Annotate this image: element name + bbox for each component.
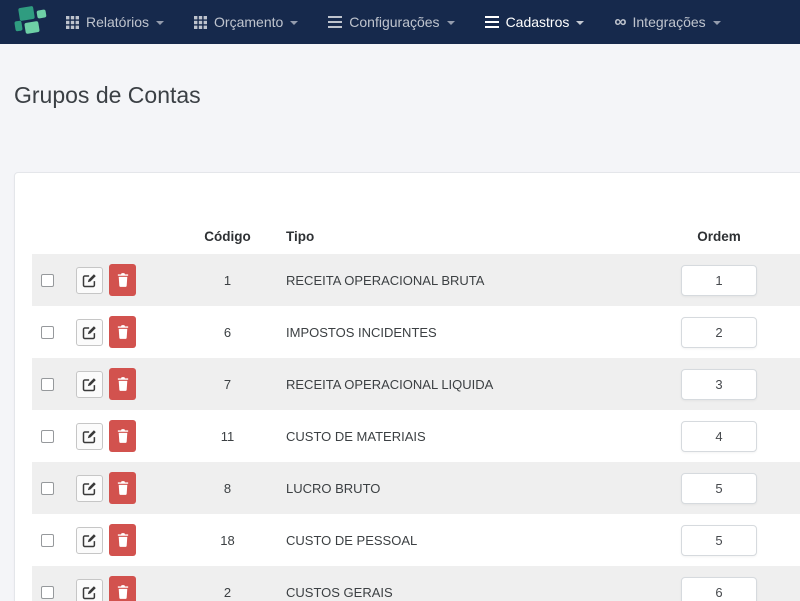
tipo-cell: LUCRO BRUTO	[286, 480, 381, 496]
trash-icon	[117, 481, 129, 495]
caret-down-icon	[290, 21, 299, 25]
edit-button[interactable]	[76, 422, 103, 450]
codigo-cell: 1	[223, 272, 232, 288]
ordem-input[interactable]	[681, 576, 757, 601]
tipo-cell: RECEITA OPERACIONAL BRUTA	[286, 272, 485, 288]
trash-icon	[117, 325, 129, 339]
caret-down-icon	[446, 21, 455, 25]
codigo-cell: 8	[223, 480, 232, 496]
app-logo[interactable]	[14, 4, 50, 40]
nav-item-integracoes[interactable]: ∞ Integrações	[614, 12, 721, 31]
row-checkbox[interactable]	[41, 377, 54, 391]
ordem-input[interactable]	[681, 264, 757, 296]
column-header-codigo: Código	[204, 229, 251, 244]
delete-button[interactable]	[109, 576, 136, 601]
caret-down-icon	[576, 21, 585, 25]
edit-pencil-square-icon	[82, 325, 97, 340]
nav-item-label: Integrações	[632, 14, 706, 30]
codigo-cell: 6	[223, 324, 232, 340]
ordem-input[interactable]	[681, 316, 757, 348]
menu-icon	[484, 16, 499, 28]
grid-icon	[66, 15, 79, 29]
column-header-ordem: Ordem	[697, 229, 741, 244]
edit-pencil-square-icon	[82, 429, 97, 444]
delete-button[interactable]	[109, 368, 136, 400]
ordem-input[interactable]	[681, 368, 757, 400]
nav-item-cadastros[interactable]: Cadastros	[484, 14, 585, 30]
row-checkbox[interactable]	[41, 585, 54, 599]
table-body: 1 RECEITA OPERACIONAL BRUTA	[32, 254, 800, 601]
edit-button[interactable]	[76, 370, 103, 398]
table-row: 18 CUSTO DE PESSOAL	[32, 514, 800, 566]
delete-button[interactable]	[109, 316, 136, 348]
page-title: Grupos de Contas	[14, 82, 201, 108]
nav-item-orcamento[interactable]: Orçamento	[194, 14, 299, 30]
edit-pencil-square-icon	[82, 481, 97, 496]
delete-button[interactable]	[109, 524, 136, 556]
codigo-cell: 18	[220, 532, 235, 548]
edit-pencil-square-icon	[82, 273, 97, 288]
table-row: 11 CUSTO DE MATERIAIS	[32, 410, 800, 462]
logo-tile	[36, 9, 47, 19]
logo-tile	[14, 20, 23, 32]
nav-item-label: Configurações	[349, 14, 440, 30]
column-header-tipo: Tipo	[286, 229, 315, 244]
menu-icon	[328, 16, 343, 28]
table-header-row: Código Tipo Ordem	[32, 193, 800, 254]
table-row: 2 CUSTOS GERAIS	[32, 566, 800, 601]
table-row: 8 LUCRO BRUTO	[32, 462, 800, 514]
codigo-cell: 11	[220, 428, 235, 444]
ordem-input[interactable]	[681, 420, 757, 452]
row-checkbox[interactable]	[41, 325, 54, 339]
trash-icon	[117, 429, 129, 443]
row-checkbox[interactable]	[41, 481, 54, 495]
row-checkbox[interactable]	[41, 533, 54, 547]
trash-icon	[117, 273, 129, 287]
logo-tile	[24, 20, 40, 35]
delete-button[interactable]	[109, 264, 136, 296]
logo-tile	[18, 5, 35, 22]
nav-item-relatorios[interactable]: Relatórios	[66, 14, 165, 30]
codigo-cell: 2	[223, 584, 232, 600]
nav-item-label: Relatórios	[86, 14, 150, 30]
infinity-icon: ∞	[614, 12, 626, 31]
tipo-cell: CUSTO DE PESSOAL	[286, 532, 418, 548]
ordem-input[interactable]	[681, 472, 757, 504]
table-row: 1 RECEITA OPERACIONAL BRUTA	[32, 254, 800, 306]
table-row: 6 IMPOSTOS INCIDENTES	[32, 306, 800, 358]
delete-button[interactable]	[109, 472, 136, 504]
tipo-cell: RECEITA OPERACIONAL LIQUIDA	[286, 376, 494, 392]
trash-icon	[117, 377, 129, 391]
nav-item-label: Orçamento	[214, 14, 284, 30]
table-card: Código Tipo Ordem	[14, 172, 800, 601]
nav-menu: Relatórios Orçamento Configurações Cadastro…	[66, 12, 721, 31]
nav-item-label: Cadastros	[505, 14, 570, 30]
codigo-cell: 7	[223, 376, 232, 392]
trash-icon	[117, 585, 129, 599]
tipo-cell: CUSTO DE MATERIAIS	[286, 428, 426, 444]
tipo-cell: CUSTOS GERAIS	[286, 584, 393, 600]
ordem-input[interactable]	[681, 524, 757, 556]
caret-down-icon	[156, 21, 165, 25]
edit-button[interactable]	[76, 474, 103, 502]
edit-pencil-square-icon	[82, 377, 97, 392]
edit-pencil-square-icon	[82, 585, 97, 600]
top-navbar: Relatórios Orçamento Configurações Cadastro…	[0, 0, 800, 44]
edit-button[interactable]	[76, 318, 103, 346]
table-row: 7 RECEITA OPERACIONAL LIQUIDA	[32, 358, 800, 410]
nav-item-configuracoes[interactable]: Configurações	[328, 14, 455, 30]
grid-icon	[194, 15, 208, 29]
edit-button[interactable]	[76, 526, 103, 554]
edit-button[interactable]	[76, 578, 103, 601]
edit-pencil-square-icon	[82, 533, 97, 548]
trash-icon	[117, 533, 129, 547]
edit-button[interactable]	[76, 266, 103, 294]
tipo-cell: IMPOSTOS INCIDENTES	[286, 324, 437, 340]
row-checkbox[interactable]	[41, 273, 54, 287]
row-checkbox[interactable]	[41, 429, 54, 443]
caret-down-icon	[712, 21, 721, 25]
delete-button[interactable]	[109, 420, 136, 452]
